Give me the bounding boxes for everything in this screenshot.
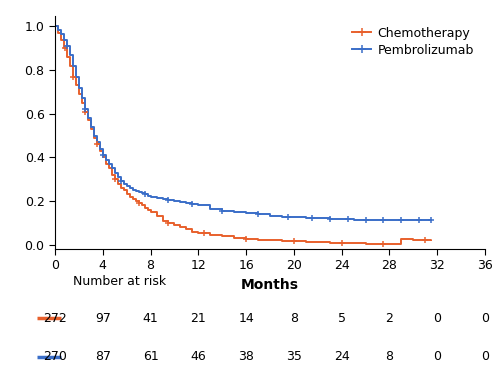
Text: 21: 21 xyxy=(190,312,206,325)
Text: 2: 2 xyxy=(386,312,394,325)
Text: 272: 272 xyxy=(43,312,67,325)
Text: 24: 24 xyxy=(334,350,349,363)
Text: 38: 38 xyxy=(238,350,254,363)
Text: 87: 87 xyxy=(95,350,111,363)
Legend: Chemotherapy, Pembrolizumab: Chemotherapy, Pembrolizumab xyxy=(348,22,479,61)
X-axis label: Months: Months xyxy=(241,278,299,292)
Text: 0: 0 xyxy=(433,312,441,325)
Text: 0: 0 xyxy=(433,350,441,363)
Text: 0: 0 xyxy=(481,312,489,325)
Text: 14: 14 xyxy=(238,312,254,325)
Text: Number at risk: Number at risk xyxy=(73,275,166,288)
Text: 8: 8 xyxy=(386,350,394,363)
Text: 41: 41 xyxy=(142,312,158,325)
Text: 97: 97 xyxy=(95,312,110,325)
Text: 61: 61 xyxy=(142,350,158,363)
Text: 270: 270 xyxy=(43,350,67,363)
Text: 0: 0 xyxy=(481,350,489,363)
Text: 5: 5 xyxy=(338,312,345,325)
Text: 35: 35 xyxy=(286,350,302,363)
Text: 46: 46 xyxy=(190,350,206,363)
Text: 8: 8 xyxy=(290,312,298,325)
